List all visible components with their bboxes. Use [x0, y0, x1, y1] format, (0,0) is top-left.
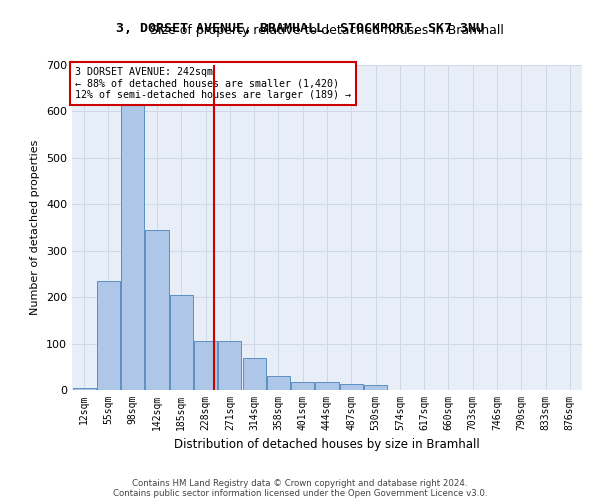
Bar	[145, 230, 169, 390]
Bar	[121, 95, 144, 390]
X-axis label: Distribution of detached houses by size in Bramhall: Distribution of detached houses by size …	[174, 438, 480, 452]
Bar	[194, 341, 217, 390]
Text: 3, DORSET AVENUE, BRAMHALL, STOCKPORT, SK7 3NU: 3, DORSET AVENUE, BRAMHALL, STOCKPORT, S…	[116, 22, 484, 36]
Bar	[267, 376, 290, 390]
Bar	[364, 386, 387, 390]
Bar	[242, 358, 266, 390]
Bar	[291, 382, 314, 390]
Bar	[316, 382, 338, 390]
Bar	[97, 281, 120, 390]
Bar	[170, 295, 193, 390]
Bar	[340, 384, 363, 390]
Title: Size of property relative to detached houses in Bramhall: Size of property relative to detached ho…	[150, 24, 504, 38]
Text: Contains public sector information licensed under the Open Government Licence v3: Contains public sector information licen…	[113, 488, 487, 498]
Text: Contains HM Land Registry data © Crown copyright and database right 2024.: Contains HM Land Registry data © Crown c…	[132, 478, 468, 488]
Bar	[218, 341, 241, 390]
Bar	[73, 388, 95, 390]
Text: 3 DORSET AVENUE: 242sqm
← 88% of detached houses are smaller (1,420)
12% of semi: 3 DORSET AVENUE: 242sqm ← 88% of detache…	[74, 66, 350, 100]
Y-axis label: Number of detached properties: Number of detached properties	[31, 140, 40, 315]
